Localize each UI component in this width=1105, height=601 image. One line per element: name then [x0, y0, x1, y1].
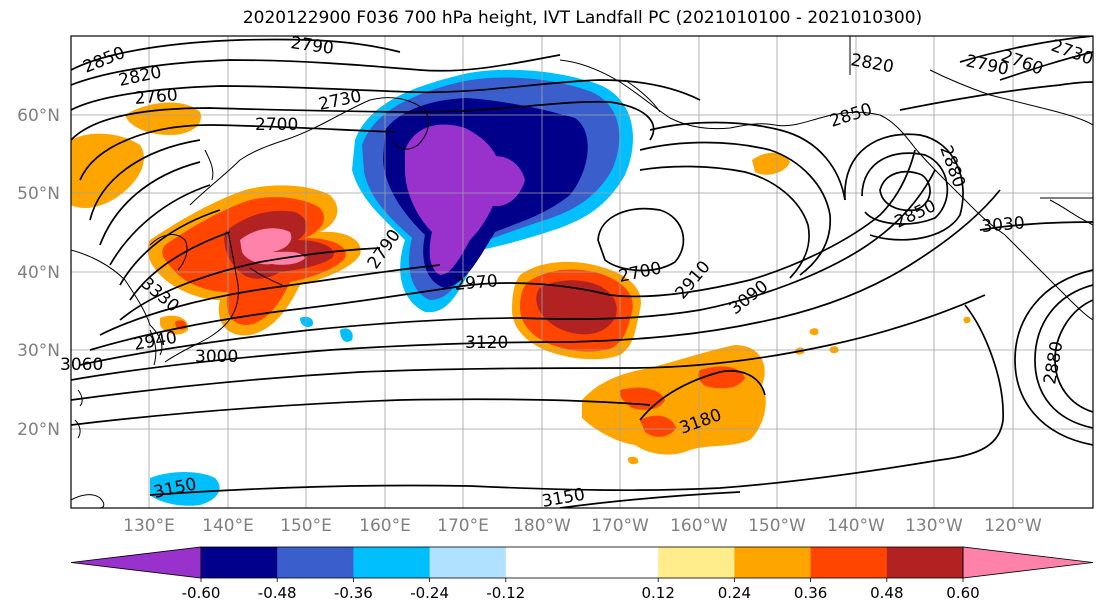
lon-tick-label: 170°W [591, 516, 649, 536]
lon-tick-label: 130°W [905, 516, 963, 536]
contour-label: 3060 [60, 355, 103, 375]
contour-label: 3120 [465, 333, 508, 353]
lon-tick-label: 180°W [513, 516, 571, 536]
lon-tick-label: 170°E [437, 516, 489, 536]
lat-tick-label: 20°N [17, 420, 60, 440]
lon-tick-label: 160°W [670, 516, 728, 536]
colorbar-tick-label: 0.36 [794, 584, 827, 601]
contour-label: 2970 [454, 271, 499, 295]
lon-tick-label: 150°W [748, 516, 806, 536]
map-plot-area [71, 36, 1093, 508]
colorbar-tick-label: -0.24 [410, 584, 449, 601]
contour-label: 2700 [255, 115, 298, 135]
height-contours [71, 36, 1093, 508]
contour-label: 2760 [134, 85, 179, 109]
coastlines [71, 36, 1093, 508]
colorbar-tick-label: 0.48 [870, 584, 903, 601]
colorbar: -0.60 -0.48 -0.36 -0.24 -0.12 0.12 0.24 0.36 0.4… [70, 546, 1094, 601]
ivt-positive-shading [71, 102, 971, 465]
colorbar-extend-high [962, 546, 1094, 579]
lat-tick-label: 50°N [17, 184, 60, 204]
lat-tick-label: 60°N [17, 106, 60, 126]
colorbar-box [353, 547, 431, 578]
colorbar-tick-label: 0.12 [641, 584, 674, 601]
lon-tick-label: 160°E [359, 516, 411, 536]
colorbar-outline [200, 546, 964, 579]
colorbar-box [886, 547, 964, 578]
lat-tick-label: 30°N [17, 341, 60, 361]
colorbar-box [658, 547, 735, 578]
lon-tick-label: 120°W [984, 516, 1042, 536]
longitude-labels: 130°E 140°E 150°E 160°E 170°E 180°W 170°… [123, 516, 1042, 536]
lon-tick-label: 140°E [202, 516, 254, 536]
lon-tick-label: 140°W [827, 516, 885, 536]
colorbar-box [810, 547, 888, 578]
lon-tick-label: 150°E [280, 516, 332, 536]
map-frame [70, 35, 1094, 509]
colorbar-tick-label: -0.48 [258, 584, 297, 601]
graticule [71, 36, 1093, 508]
contour-label: 3000 [195, 347, 238, 367]
map-title: 2020122900 F036 700 hPa height, IVT Land… [242, 8, 923, 28]
colorbar-tick-label: -0.36 [334, 584, 373, 601]
colorbar-extend-low [70, 546, 202, 579]
colorbar-tick-label: -0.12 [486, 584, 525, 601]
colorbar-box [429, 547, 507, 578]
colorbar-box [582, 547, 659, 578]
colorbar-tick-label: 0.60 [946, 584, 979, 601]
colorbar-tick-label: -0.60 [182, 584, 221, 601]
lon-tick-label: 130°E [123, 516, 175, 536]
colorbar-box [277, 547, 354, 578]
colorbar-box [734, 547, 812, 578]
colorbar-box [505, 547, 583, 578]
contour-label: 3030 [981, 213, 1026, 237]
latitude-labels: 60°N 50°N 40°N 30°N 20°N [17, 106, 60, 440]
colorbar-tick-label: 0.24 [718, 584, 751, 601]
colorbar-box [201, 547, 278, 578]
lat-tick-label: 40°N [17, 263, 60, 283]
